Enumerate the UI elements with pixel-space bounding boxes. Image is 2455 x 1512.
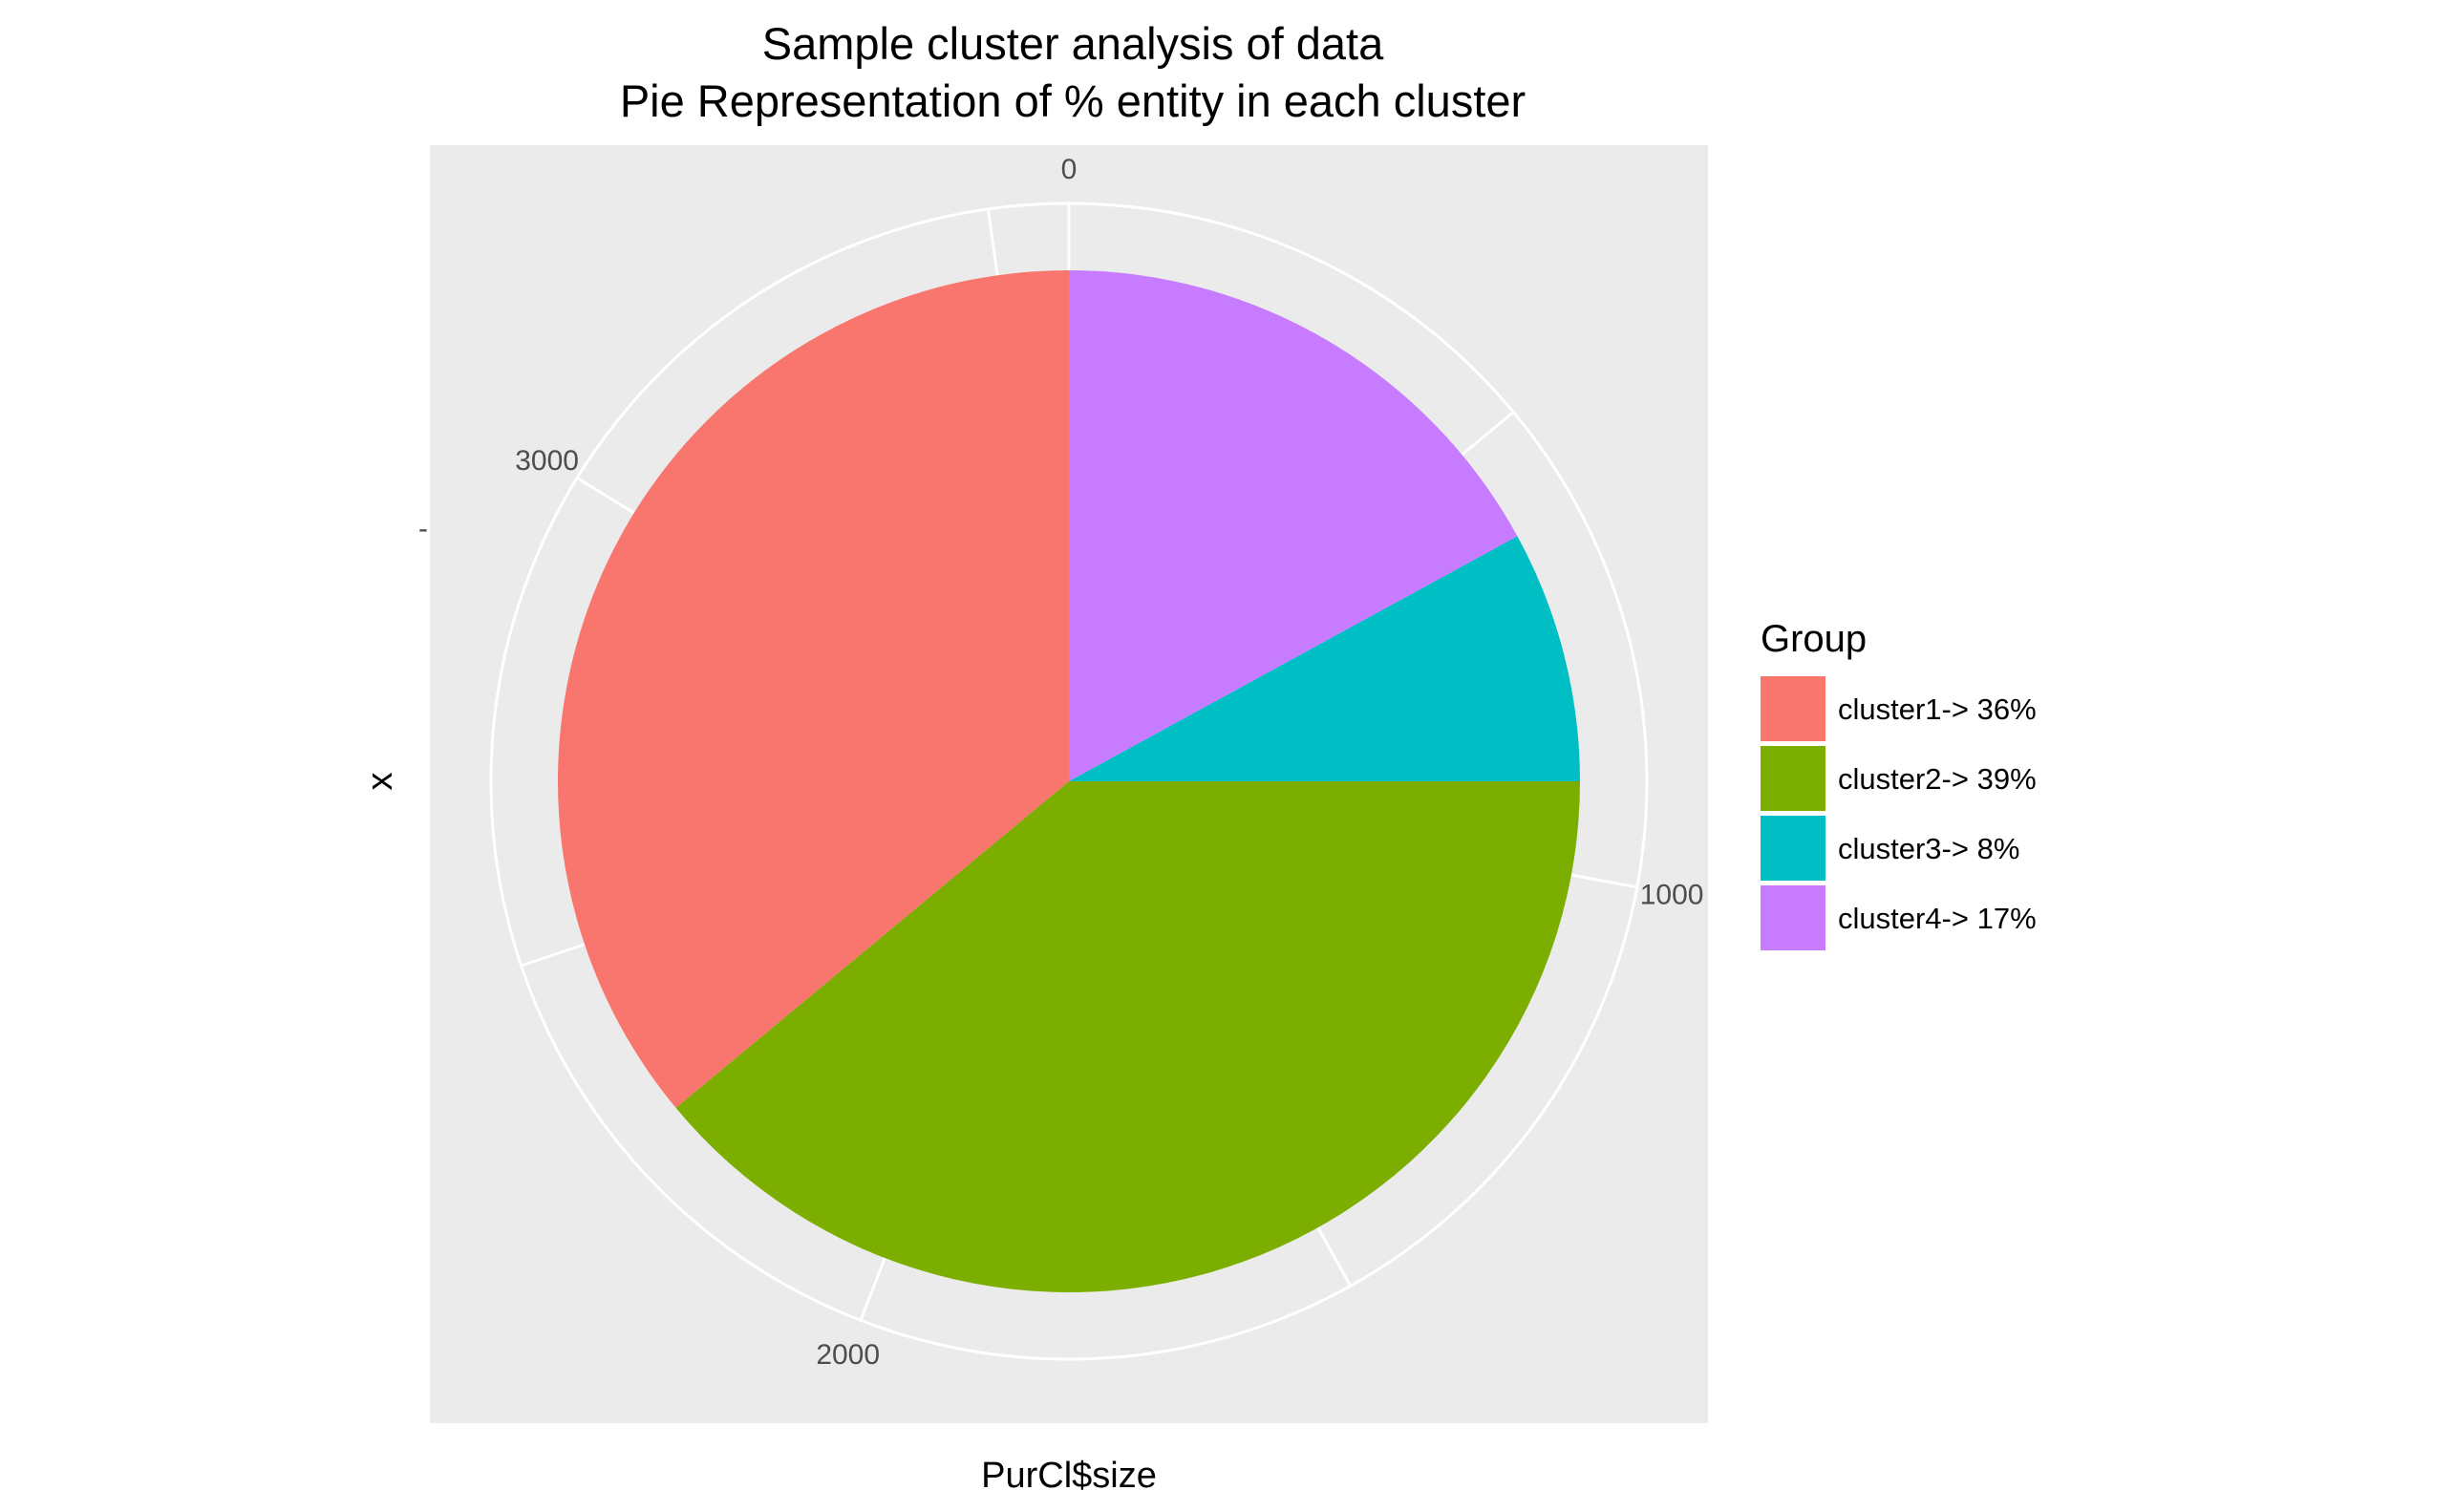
angular-tick-label: 3000 xyxy=(515,445,579,477)
y-axis-title: x xyxy=(360,773,400,791)
angular-tick-label: 0 xyxy=(1061,154,1078,185)
grid-spoke xyxy=(576,477,635,515)
grid-spoke xyxy=(1570,873,1638,889)
angular-tick-labels: 0 1000 2000 3000 xyxy=(515,154,1703,1371)
pie-slices xyxy=(558,269,1581,1293)
pie-slice-cluster4 xyxy=(1069,270,1518,781)
legend-key-cluster4 xyxy=(1761,885,1825,950)
legend: Group cluster1-> 36% cluster2-> 39% cluste… xyxy=(1761,618,2037,950)
x-axis-title: PurCl$size xyxy=(981,1456,1157,1496)
angular-tick-label: 1000 xyxy=(1640,880,1704,911)
pie-slice-cluster3 xyxy=(1069,536,1580,781)
pie-slice-cluster1 xyxy=(558,269,1069,1108)
grid-spoke xyxy=(1461,411,1515,457)
grid-spoke xyxy=(986,208,999,276)
chart-subtitle: Pie Representation of % entity in each c… xyxy=(620,75,1526,126)
legend-key-cluster3 xyxy=(1761,816,1825,881)
grid-spoke xyxy=(521,943,586,968)
y-tick-label: - xyxy=(418,513,428,544)
grid-spoke xyxy=(1316,1226,1353,1288)
legend-key-cluster2 xyxy=(1761,746,1825,811)
legend-label-cluster4: cluster4-> 17% xyxy=(1838,902,2037,935)
angular-grid-lines xyxy=(521,203,1638,1321)
pie-slice-cluster2 xyxy=(675,781,1581,1293)
legend-key-cluster1 xyxy=(1761,676,1825,741)
legend-label-cluster3: cluster3-> 8% xyxy=(1838,832,2019,865)
legend-label-cluster1: cluster1-> 36% xyxy=(1838,692,2037,726)
angular-tick-label: 2000 xyxy=(816,1339,880,1371)
legend-title: Group xyxy=(1761,618,1867,660)
chart-title: Sample cluster analysis of data xyxy=(762,18,1384,69)
grid-spoke xyxy=(859,1257,886,1321)
legend-label-cluster2: cluster2-> 39% xyxy=(1838,762,2037,796)
